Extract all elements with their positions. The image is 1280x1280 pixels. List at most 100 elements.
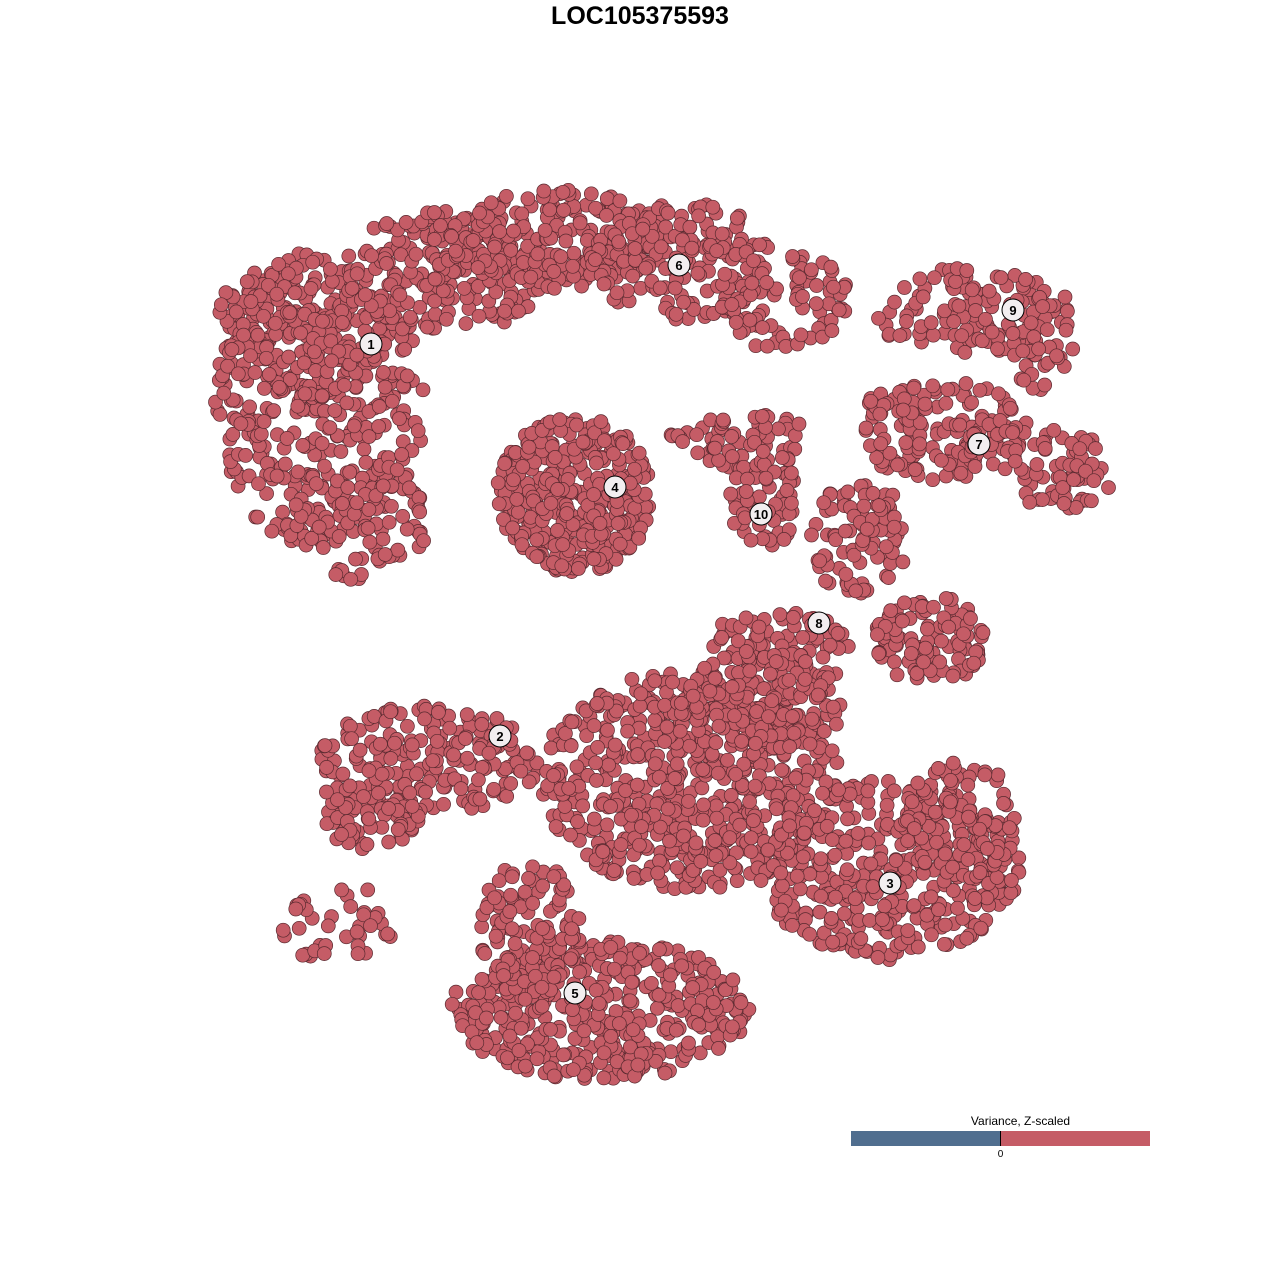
data-point	[563, 738, 579, 754]
data-point	[675, 434, 690, 449]
data-point	[727, 708, 742, 724]
data-point	[384, 498, 399, 514]
data-point	[361, 502, 377, 517]
data-point	[743, 532, 759, 548]
data-point	[410, 423, 426, 439]
data-point	[870, 627, 885, 643]
data-point	[510, 504, 526, 520]
data-point	[886, 519, 902, 535]
data-point	[587, 252, 603, 267]
data-point	[707, 440, 723, 456]
data-point	[287, 285, 303, 301]
data-point	[904, 794, 920, 810]
data-point	[349, 495, 365, 511]
data-point	[487, 239, 503, 255]
data-point	[384, 393, 400, 409]
data-point	[906, 898, 922, 913]
data-point	[838, 833, 854, 849]
data-point	[471, 308, 487, 324]
data-point	[453, 781, 469, 796]
data-point	[977, 767, 993, 783]
data-point	[925, 378, 941, 394]
data-point	[625, 1022, 641, 1038]
data-point	[375, 478, 391, 494]
data-point	[630, 747, 646, 762]
data-point	[662, 833, 677, 849]
data-point	[1037, 377, 1053, 393]
data-point	[632, 837, 647, 853]
data-point	[773, 902, 789, 918]
data-point	[774, 450, 790, 465]
data-point	[371, 419, 386, 434]
data-point	[624, 974, 640, 990]
legend-negative-swatch	[851, 1131, 1001, 1146]
data-point	[518, 1058, 533, 1074]
data-point	[943, 773, 958, 788]
data-point	[668, 306, 684, 322]
data-point	[242, 399, 257, 415]
data-point	[667, 771, 683, 786]
data-point	[711, 1041, 726, 1056]
data-point	[996, 796, 1011, 811]
data-point	[514, 206, 530, 222]
data-point	[499, 188, 514, 204]
data-point	[458, 316, 474, 331]
data-point	[742, 312, 758, 328]
data-point	[247, 365, 263, 380]
data-point	[927, 270, 942, 286]
data-point	[652, 942, 667, 957]
data-point	[824, 832, 840, 848]
data-point	[956, 837, 972, 852]
data-point	[471, 985, 486, 1000]
data-point	[601, 757, 616, 773]
data-point	[225, 427, 241, 442]
data-point	[558, 233, 574, 249]
data-point	[1003, 885, 1019, 901]
data-point	[597, 433, 612, 448]
data-point	[371, 399, 387, 414]
data-point	[871, 498, 887, 513]
data-point	[934, 633, 949, 649]
data-point	[682, 219, 698, 235]
data-point	[751, 619, 767, 635]
data-point	[871, 646, 887, 661]
data-point	[1002, 820, 1017, 836]
data-point	[773, 865, 789, 881]
data-point	[606, 863, 622, 878]
data-point	[831, 302, 847, 318]
data-point	[762, 666, 778, 682]
data-point	[341, 248, 357, 264]
data-point	[513, 763, 529, 779]
data-point	[228, 304, 244, 320]
data-point	[924, 927, 939, 943]
data-point	[293, 325, 308, 341]
data-point	[964, 282, 980, 298]
data-point	[277, 456, 293, 472]
data-point	[261, 367, 277, 382]
data-point	[798, 654, 813, 669]
data-point	[945, 668, 961, 684]
data-point	[824, 323, 840, 338]
cluster-label-text: 10	[754, 507, 768, 522]
data-point	[387, 735, 402, 751]
data-point	[889, 667, 905, 683]
data-point	[620, 723, 635, 739]
data-point	[669, 860, 685, 876]
data-point	[734, 733, 749, 749]
data-point	[793, 327, 809, 343]
data-point	[733, 995, 749, 1010]
data-point	[323, 261, 338, 277]
data-point	[633, 686, 649, 702]
data-point	[781, 672, 797, 688]
data-point	[993, 270, 1009, 285]
data-point	[684, 240, 700, 256]
data-point	[260, 277, 276, 293]
data-point	[316, 946, 332, 961]
data-point	[665, 674, 680, 690]
data-point	[815, 649, 831, 665]
data-point	[708, 735, 724, 750]
data-point	[707, 833, 723, 848]
data-point	[417, 711, 432, 727]
data-point	[511, 1043, 527, 1058]
data-point	[591, 996, 607, 1011]
